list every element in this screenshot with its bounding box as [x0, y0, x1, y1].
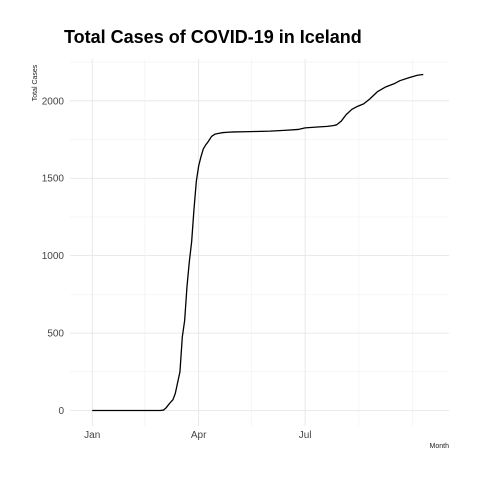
y-tick-label: 1000 [42, 251, 65, 262]
x-tick-label: Jul [299, 430, 312, 441]
x-tick-label: Apr [191, 430, 207, 441]
y-tick-label: 1500 [42, 174, 65, 185]
y-tick-labels: 0 500 1000 1500 2000 [42, 96, 65, 417]
y-axis-title: Total Cases [32, 64, 39, 101]
y-tick-label: 2000 [42, 96, 65, 107]
y-tick-label: 0 [58, 406, 64, 417]
chart-title: Total Cases of COVID-19 in Iceland [64, 27, 362, 47]
y-tick-label: 500 [47, 329, 64, 340]
series-line-total-cases [92, 73, 424, 412]
x-axis-title: Month [430, 443, 450, 450]
x-tick-labels: Jan Apr Jul [84, 430, 311, 441]
x-tick-label: Jan [84, 430, 100, 441]
grid [70, 59, 449, 426]
